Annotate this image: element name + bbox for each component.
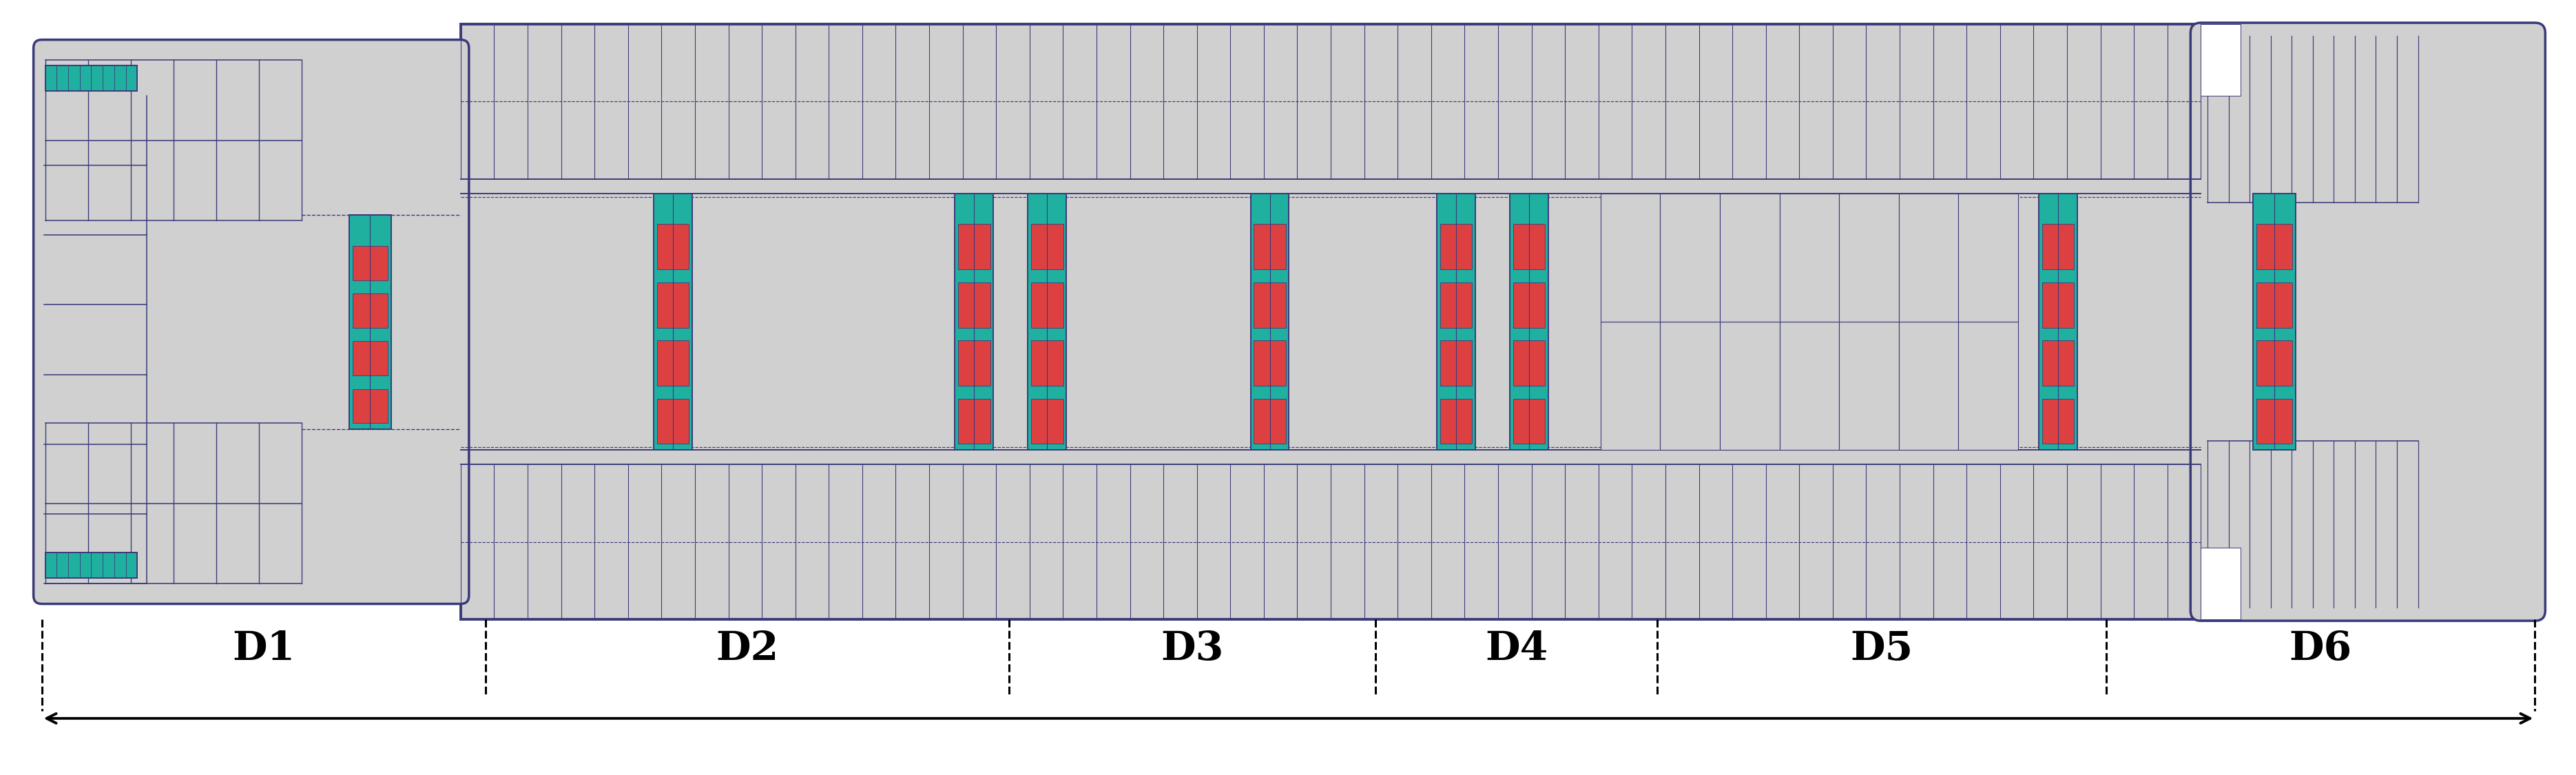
Bar [1249, 194, 1288, 450]
Bar [2257, 224, 2293, 270]
Bar [353, 294, 389, 328]
Bar [1440, 282, 1471, 328]
Bar [2200, 548, 2241, 619]
Bar [1839, 322, 1899, 450]
Bar [353, 246, 389, 281]
Bar [2043, 282, 2074, 328]
Bar [1255, 340, 1285, 386]
Bar [958, 282, 989, 328]
Bar [1512, 340, 1546, 386]
Text: D1: D1 [232, 629, 296, 668]
Text: D6: D6 [2287, 629, 2352, 668]
Bar [956, 194, 992, 450]
Bar [657, 340, 688, 386]
Bar [1255, 282, 1285, 328]
Bar [2043, 340, 2074, 386]
Bar [1440, 224, 1471, 270]
Bar [2257, 282, 2293, 328]
Bar [1437, 194, 1476, 450]
Bar [1958, 322, 2017, 450]
Bar [46, 66, 137, 91]
Bar [1030, 224, 1064, 270]
Bar [958, 340, 989, 386]
Bar [353, 341, 389, 376]
Bar [1899, 322, 1958, 450]
Bar [1899, 194, 1958, 322]
Bar [2038, 194, 2076, 450]
Bar [1958, 194, 2017, 322]
Bar [1839, 194, 1899, 322]
Bar [657, 398, 688, 444]
Bar [1780, 322, 1839, 450]
Bar [1600, 194, 1659, 322]
Text: D5: D5 [1850, 629, 1911, 668]
Bar [1718, 194, 1780, 322]
Bar [2043, 224, 2074, 270]
Bar [1255, 398, 1285, 444]
FancyBboxPatch shape [2190, 22, 2545, 621]
Bar [1512, 282, 1546, 328]
Bar [1030, 282, 1064, 328]
Bar [2043, 398, 2074, 444]
Bar [1028, 194, 1066, 450]
Bar [461, 24, 2200, 619]
Bar [1659, 322, 1718, 450]
Bar [2257, 398, 2293, 444]
Bar [1718, 322, 1780, 450]
Bar [1440, 398, 1471, 444]
Text: D4: D4 [1484, 629, 1548, 668]
Bar [350, 215, 392, 429]
Bar [2200, 24, 2241, 95]
Bar [46, 553, 137, 578]
Bar [1030, 398, 1064, 444]
Bar [1030, 340, 1064, 386]
Bar [1255, 224, 1285, 270]
Bar [353, 389, 389, 423]
Bar [1659, 194, 1718, 322]
Text: D3: D3 [1162, 629, 1224, 668]
Bar [958, 224, 989, 270]
Bar [654, 194, 693, 450]
Bar [958, 398, 989, 444]
Bar [1440, 340, 1471, 386]
Bar [1510, 194, 1548, 450]
Bar [1600, 322, 1659, 450]
FancyBboxPatch shape [33, 40, 469, 604]
Bar [1512, 224, 1546, 270]
Bar [657, 224, 688, 270]
Bar [2257, 340, 2293, 386]
Text: D2: D2 [716, 629, 778, 668]
Bar [2251, 194, 2295, 450]
Bar [1780, 194, 1839, 322]
Bar [1512, 398, 1546, 444]
Bar [657, 282, 688, 328]
